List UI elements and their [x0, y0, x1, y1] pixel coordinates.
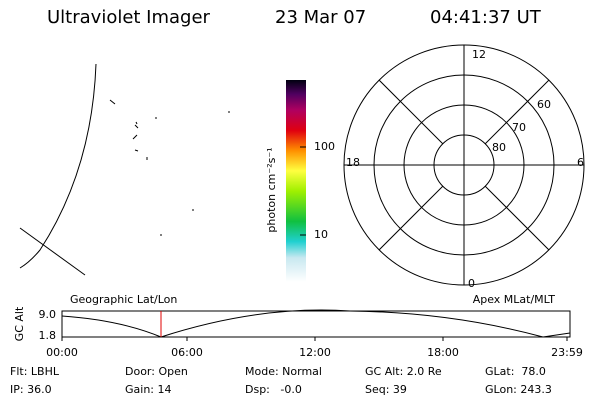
- status-field: Mode: Normal: [245, 365, 322, 378]
- mlt-label: 6: [577, 156, 584, 169]
- lat-label: 80: [492, 141, 506, 154]
- y-tick-label: 9.0: [39, 308, 57, 321]
- x-tick-label: 12:00: [299, 346, 331, 359]
- polar-grid: [343, 44, 585, 286]
- status-field: GC Alt: 2.0 Re: [365, 365, 442, 378]
- status-field: GLon: 243.3: [485, 383, 552, 396]
- title: Ultraviolet Imager: [47, 7, 211, 28]
- status-field: IP: 36.0: [10, 383, 52, 396]
- timeline-frame: [61, 310, 571, 338]
- status-field: GLat: 78.0: [485, 365, 546, 378]
- status-field: Seq: 39: [365, 383, 407, 396]
- x-tick-label: 06:00: [171, 346, 203, 359]
- x-tick-label: 00:00: [46, 346, 78, 359]
- x-tick-label: 18:00: [427, 346, 459, 359]
- x-tick-label: 23:59: [551, 346, 583, 359]
- colorbar-label: photon cm⁻²s⁻¹: [265, 147, 278, 232]
- mlt-label: 0: [468, 277, 475, 290]
- colorbar-tick: 10: [314, 228, 328, 241]
- time: 04:41:37 UT: [430, 7, 542, 28]
- mlt-label: 18: [346, 156, 360, 169]
- timeline-title: Geographic Lat/Lon: [70, 293, 177, 306]
- y-tick-label: 1.8: [39, 329, 57, 342]
- lat-label: 60: [537, 98, 551, 111]
- altitude-curve: [61, 309, 571, 338]
- date: 23 Mar 07: [275, 7, 366, 28]
- mlt-label: 12: [472, 48, 486, 61]
- status-field: Dsp: -0.0: [245, 383, 302, 396]
- status-field: Door: Open: [125, 365, 188, 378]
- status-field: Gain: 14: [125, 383, 172, 396]
- colorbar-tick: 100: [314, 140, 335, 153]
- uv-image: [19, 63, 230, 276]
- y-label: GC Alt: [13, 306, 26, 341]
- lat-label: 70: [512, 121, 526, 134]
- status-field: Flt: LBHL: [10, 365, 60, 378]
- timeline-title: Apex MLat/MLT: [473, 293, 556, 306]
- colorbar: [286, 80, 306, 282]
